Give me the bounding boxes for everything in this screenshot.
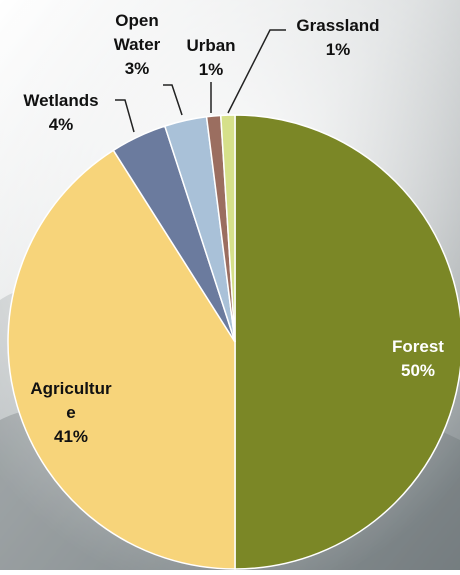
slice-value-label-1: 41% (54, 427, 88, 446)
pie-slice-1 (7, 149, 236, 570)
slice-value-label-0: 50% (401, 361, 435, 380)
slice-labels: Forest 50% Agricultur e 41% Wetlands 4% Open Wat… (23, 11, 444, 446)
leader-line-5 (227, 29, 286, 114)
slice-name-label-4: Urban (186, 36, 235, 55)
leader-lines (115, 29, 286, 133)
slice-value-label-4: 1% (199, 60, 224, 79)
pie-slices (7, 114, 460, 570)
slice-name-label-2: Wetlands (23, 91, 98, 110)
leader-line-3 (163, 84, 183, 116)
leader-line-2 (115, 99, 135, 133)
slice-name-label-1: e (66, 403, 75, 422)
slice-name-label-1: Agricultur (30, 379, 112, 398)
slice-name-label-3: Water (114, 35, 161, 54)
slice-name-label-0: Forest (392, 337, 444, 356)
slice-value-label-5: 1% (326, 40, 351, 59)
slice-value-label-2: 4% (49, 115, 74, 134)
slice-name-label-3: Open (115, 11, 158, 30)
pie-slice-5 (219, 114, 236, 343)
slice-name-label-5: Grassland (296, 16, 379, 35)
slice-value-label-3: 3% (125, 59, 150, 78)
pie-slice-0 (234, 114, 460, 570)
